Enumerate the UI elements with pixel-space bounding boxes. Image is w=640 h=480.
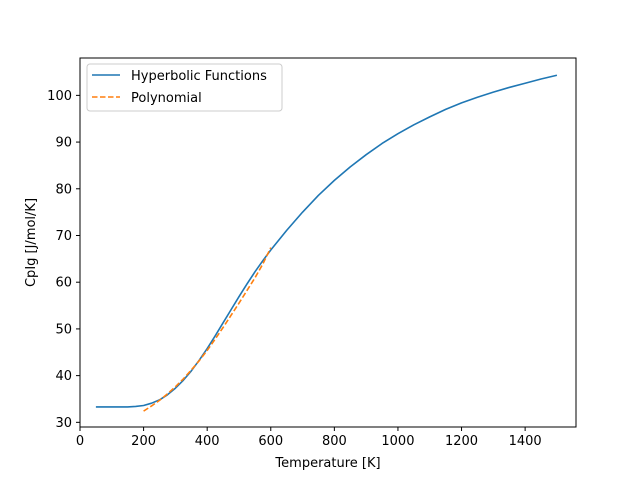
x-tick-label: 1400 [509,434,542,449]
x-tick-label: 0 [76,434,84,449]
x-tick-label: 1000 [381,434,414,449]
x-tick-label: 600 [258,434,283,449]
y-axis: 30 40 50 60 70 80 90 100 [47,89,80,431]
x-tick-label: 200 [131,434,156,449]
y-tick-label: 100 [47,89,72,104]
series-line-polynomial [143,247,272,412]
legend-frame [86,63,283,112]
series-layer [95,74,558,412]
y-tick-label: 30 [55,416,72,431]
legend: Hyperbolic Functions Polynomial [86,63,283,112]
y-tick-label: 70 [55,229,72,244]
x-axis: 0 200 400 600 800 1000 1200 1400 [76,427,542,449]
plot-area-frame [79,57,577,428]
x-tick-label: 1200 [445,434,478,449]
y-tick-label: 60 [55,276,72,291]
y-axis-label: CpIg [J/mol/K] [24,198,39,287]
y-tick-label: 90 [55,136,72,151]
y-tick-label: 50 [55,322,72,337]
y-tick-label: 40 [55,369,72,384]
x-tick-label: 800 [322,434,347,449]
x-axis-label: Temperature [K] [274,456,380,471]
legend-label-hyperbolic: Hyperbolic Functions [131,69,267,84]
series-line-hyperbolic [95,74,558,408]
x-tick-label: 400 [195,434,220,449]
y-tick-label: 80 [55,182,72,197]
legend-label-polynomial: Polynomial [131,91,202,106]
